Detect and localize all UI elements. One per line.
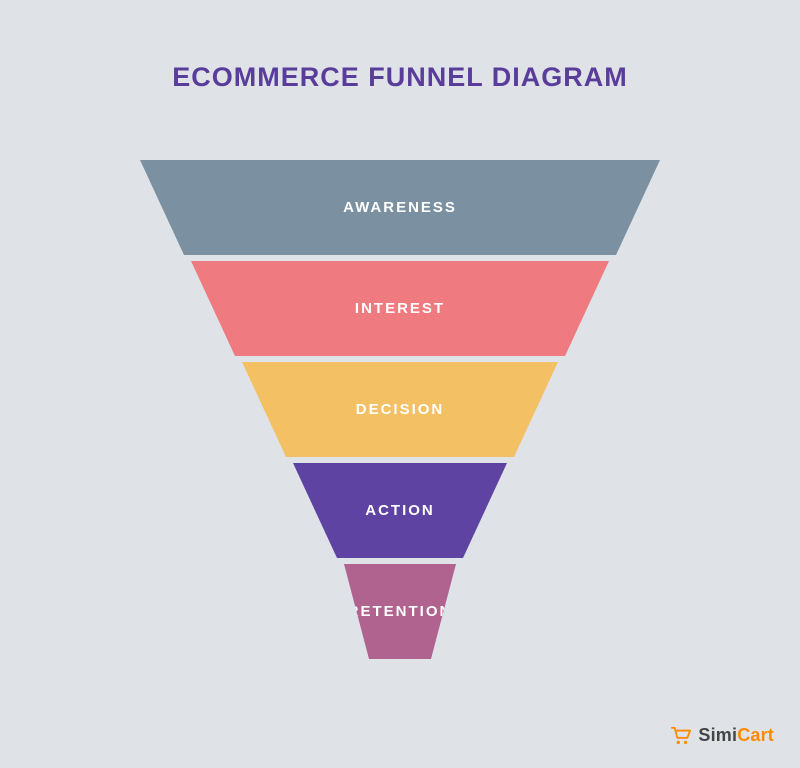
funnel-stage-interest: INTEREST (140, 261, 660, 356)
brand-logo: SimiCart (670, 725, 774, 746)
funnel-stage-retention: RETENTION (140, 564, 660, 659)
funnel-stage-awareness: AWARENESS (140, 160, 660, 255)
funnel-stage-label: DECISION (356, 401, 445, 418)
funnel-stage-action: ACTION (140, 463, 660, 558)
funnel-stage-label: INTEREST (355, 300, 445, 317)
funnel-stage-decision: DECISION (140, 362, 660, 457)
diagram-title: ECOMMERCE FUNNEL DIAGRAM (0, 62, 800, 93)
cart-icon (670, 726, 692, 746)
funnel-stage-label: ACTION (365, 502, 435, 519)
funnel-stage-label: RETENTION (348, 603, 453, 620)
brand-logo-cart: Cart (737, 725, 774, 745)
funnel-stage-label: AWARENESS (343, 199, 457, 216)
brand-logo-simi: Simi (698, 725, 737, 745)
brand-logo-text: SimiCart (698, 725, 774, 746)
diagram-canvas: ECOMMERCE FUNNEL DIAGRAM AWARENESS INTERE… (0, 0, 800, 768)
funnel-diagram: AWARENESS INTEREST DECISION ACTION RETENTION (140, 160, 660, 660)
